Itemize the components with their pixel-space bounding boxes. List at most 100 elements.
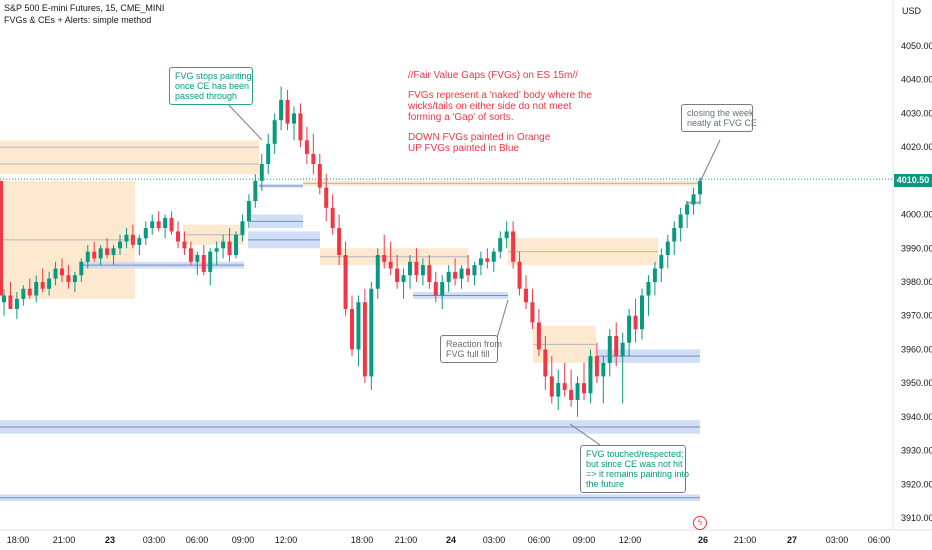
price-tick-label: 3940.00: [901, 412, 932, 422]
candle: [317, 153, 322, 195]
candle-body: [472, 265, 477, 276]
candle: [472, 261, 477, 286]
callout-line: FVG full fill: [446, 349, 490, 359]
candle-body: [234, 234, 238, 256]
candle: [311, 133, 316, 175]
price-axis[interactable]: 3910.00 3920.00 3930.00 3940.00 3950.00 3960.…: [901, 41, 932, 523]
candle-body: [34, 282, 39, 296]
candle-body: [350, 308, 354, 350]
candle-body: [156, 221, 161, 229]
candle: [691, 187, 696, 215]
candle-body: [298, 113, 303, 141]
candle: [40, 268, 45, 293]
price-tick-label: 4040.00: [901, 75, 932, 85]
candle: [433, 271, 438, 303]
candle: [575, 376, 580, 417]
candle-body: [304, 140, 309, 154]
candle: [2, 288, 6, 316]
candle: [21, 285, 26, 306]
candle: [92, 241, 97, 262]
time-tick-label: 09:00: [573, 535, 596, 545]
time-tick-label: 24: [446, 535, 456, 545]
candle-body: [311, 153, 316, 164]
currency-label: USD: [902, 6, 922, 16]
candle-body: [317, 164, 322, 188]
candle: [562, 362, 567, 397]
time-tick-label: 21:00: [53, 535, 76, 545]
candle-body: [98, 248, 103, 259]
candle-body: [517, 261, 522, 289]
candle: [34, 275, 39, 303]
candle-body: [594, 356, 599, 377]
time-axis[interactable]: 18:00 21:00 23 03:00 06:00 09:00 12:00 18:00 21:…: [7, 535, 891, 545]
time-tick-label: 03:00: [826, 535, 849, 545]
candle: [504, 221, 509, 249]
lightning-icon[interactable]: ϟ: [693, 516, 707, 530]
candle-body: [118, 241, 122, 249]
callout-fvg-touched: FVG touched/respected; but since CE was …: [580, 445, 690, 493]
candle-body: [543, 349, 548, 377]
candle: [427, 255, 432, 289]
note-line: //Fair Value Gaps (FVGs) on ES 15m//: [408, 70, 578, 81]
price-tick-label: 3970.00: [901, 311, 932, 321]
candle-body: [182, 241, 187, 249]
candle: [672, 221, 677, 256]
candle: [607, 329, 612, 377]
candle-body: [369, 288, 374, 377]
candle: [569, 369, 574, 407]
candle: [85, 244, 90, 269]
candle-body: [414, 261, 419, 276]
callout-line: => it remains painting into: [586, 469, 690, 479]
candle-body: [556, 383, 561, 397]
callout-line: FVG stops painting: [175, 71, 252, 81]
candle-body: [343, 255, 348, 309]
candle: [105, 238, 110, 259]
candle: [627, 308, 632, 357]
candle: [646, 275, 651, 316]
candle-body: [478, 258, 483, 266]
candle-body: [659, 255, 664, 269]
time-tick-label: 12:00: [275, 535, 298, 545]
candle-body: [27, 288, 32, 296]
candle: [98, 244, 103, 266]
candle-body: [324, 187, 329, 208]
note-line: DOWN FVGs painted in Orange: [408, 132, 551, 143]
candle: [659, 248, 664, 282]
callout-line: the future: [586, 479, 625, 489]
candle: [401, 268, 406, 299]
callout-line: but since CE was not hit: [586, 459, 683, 469]
candle: [375, 248, 380, 299]
candle-body: [221, 241, 226, 249]
callout-fvg-stops: FVG stops painting once CE has been pass…: [169, 67, 253, 105]
candle-body: [498, 238, 503, 252]
candle-body: [698, 180, 702, 195]
candle-body: [47, 278, 52, 289]
candle-body: [169, 217, 174, 232]
candle-body: [575, 383, 580, 400]
candle-body: [66, 275, 71, 282]
candle-body: [485, 258, 490, 262]
price-tick-label: 3960.00: [901, 344, 932, 354]
candle: [188, 241, 193, 266]
candle-body: [330, 207, 335, 229]
annotation-arrows: [224, 100, 721, 446]
candle-body: [536, 322, 541, 350]
price-tick-label: 3950.00: [901, 378, 932, 388]
candle-body: [459, 268, 464, 279]
candle-body: [382, 255, 387, 262]
candle: [511, 221, 516, 269]
candle: [343, 241, 348, 316]
candle: [549, 356, 554, 404]
current-price-tag: 4010.50: [894, 174, 932, 187]
candle-body: [240, 221, 245, 235]
candle: [118, 234, 122, 256]
candle-body: [588, 356, 593, 394]
candle: [143, 221, 148, 245]
time-tick-label: 18:00: [7, 535, 30, 545]
candle: [259, 153, 264, 191]
candle-body: [201, 255, 206, 272]
candle: [601, 356, 606, 404]
candle: [253, 174, 258, 208]
candle-body: [124, 234, 129, 242]
